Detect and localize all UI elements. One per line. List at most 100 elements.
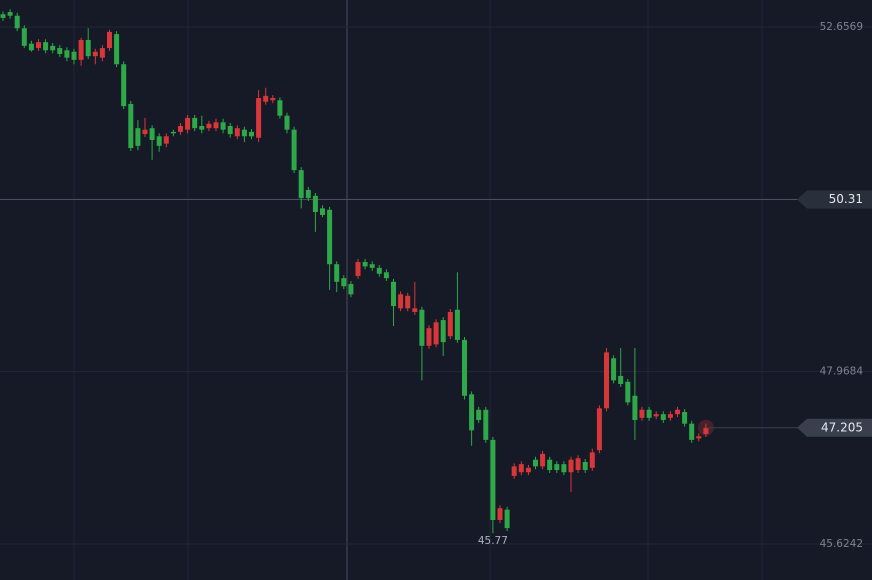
candle-body: [234, 128, 240, 137]
candle-body: [646, 409, 652, 418]
candle-body: [625, 381, 631, 403]
candle-body: [561, 464, 567, 473]
candle-body: [256, 98, 262, 138]
candle-body: [128, 103, 134, 149]
candle-body: [57, 48, 63, 54]
candle-body: [518, 464, 524, 473]
candle-body: [504, 509, 510, 529]
candle-body: [178, 125, 183, 132]
candle-body: [596, 408, 602, 451]
candle-body: [241, 129, 247, 137]
candle-body: [14, 15, 20, 29]
candle-body: [398, 294, 404, 309]
candle-body: [305, 189, 311, 199]
candle-body: [284, 115, 290, 130]
candle-body: [50, 45, 56, 51]
candle-body: [533, 459, 538, 467]
candle-body: [114, 34, 120, 65]
candle-body: [447, 311, 453, 337]
candle-body: [426, 328, 432, 346]
last-price-label: 47.205: [821, 420, 863, 434]
candle-body: [454, 309, 460, 340]
candle-body: [277, 100, 283, 116]
candle-body: [490, 439, 496, 521]
candle-body: [419, 309, 425, 346]
crosshair-label: 50.31: [829, 192, 863, 206]
candle-body: [206, 123, 212, 129]
candle-body: [85, 39, 91, 57]
candle-body: [348, 284, 354, 295]
candle-body: [291, 129, 297, 171]
y-tick-label: 47.9684: [820, 366, 864, 378]
candle-body: [220, 122, 226, 130]
candle-body: [170, 131, 176, 134]
candle-body: [604, 352, 609, 409]
candle-body: [142, 129, 148, 135]
candle-body: [611, 358, 617, 381]
candle-body: [675, 409, 680, 415]
candle-body: [249, 131, 254, 137]
candle-body: [376, 267, 382, 274]
candle-body: [121, 64, 127, 107]
candle-body: [703, 427, 709, 435]
candle-body: [43, 42, 49, 51]
candle-body: [163, 136, 169, 144]
candle-body: [334, 264, 340, 282]
candle-body: [99, 48, 105, 58]
candle-body: [36, 42, 41, 49]
candle-body: [327, 209, 333, 265]
candle-body: [320, 208, 325, 215]
candle-body: [405, 295, 411, 309]
candle-body: [7, 12, 13, 16]
candle-body: [540, 453, 546, 467]
candle-body: [28, 43, 34, 51]
vertical-grid: [73, 0, 763, 580]
candle-body: [391, 281, 396, 307]
candle-body: [497, 508, 503, 521]
candle-body: [192, 117, 198, 129]
candle-body: [554, 464, 560, 471]
candle-body: [64, 50, 70, 58]
candle-body: [107, 31, 112, 49]
last-price-box: [797, 418, 872, 437]
candle-body: [689, 423, 695, 440]
candle-body: [298, 170, 304, 199]
candle-body: [476, 409, 482, 421]
candle-body: [135, 128, 141, 146]
candle-body: [0, 14, 6, 18]
candle-body: [185, 117, 191, 130]
candle-body: [270, 98, 276, 101]
candle-body: [667, 414, 673, 418]
candle-body: [462, 339, 467, 396]
candle-body: [156, 136, 162, 146]
candle-body: [547, 459, 553, 471]
candle-body: [149, 128, 155, 140]
candle-body: [568, 459, 574, 473]
candle-body: [78, 39, 84, 60]
candle-body: [71, 51, 77, 60]
y-tick-label: 52.6569: [820, 21, 863, 33]
candle-body: [589, 452, 595, 468]
candle-body: [341, 278, 347, 287]
candle-body: [660, 414, 666, 421]
candle-body: [632, 395, 638, 421]
candle-body: [575, 458, 581, 471]
candle-body: [21, 28, 27, 46]
candle-body: [618, 375, 624, 385]
candle-body: [469, 394, 475, 431]
candle-body: [440, 320, 446, 343]
candle-body: [682, 411, 688, 424]
candle-body: [525, 467, 531, 473]
candle-body: [312, 195, 318, 213]
candle-body: [383, 272, 389, 279]
candle-body: [639, 409, 645, 418]
candle-body: [362, 261, 368, 267]
candle-body: [227, 125, 233, 135]
candle-body: [355, 261, 361, 276]
candle-body: [653, 414, 659, 417]
candle-body: [412, 308, 418, 312]
low-label: 45.77: [478, 535, 508, 547]
candle-body: [582, 461, 588, 471]
